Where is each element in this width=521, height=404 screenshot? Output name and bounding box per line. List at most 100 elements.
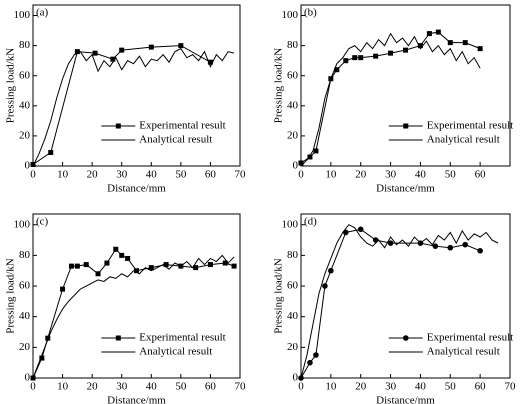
- x-axis-label: Distance/mm: [107, 395, 166, 404]
- data-point: [134, 268, 139, 274]
- data-point: [403, 47, 408, 53]
- y-tick-label: 60: [287, 69, 299, 81]
- y-tick-label: 20: [19, 341, 31, 353]
- series-line: [32, 248, 235, 379]
- x-axis-label: Distance/mm: [107, 183, 166, 195]
- data-point: [343, 58, 349, 64]
- y-tick-label: 40: [287, 310, 299, 322]
- legend-marker: [403, 123, 409, 129]
- plot-frame: [32, 4, 241, 167]
- x-tick-label: 10: [57, 169, 69, 181]
- y-tick-label: 60: [287, 280, 299, 292]
- y-tick-label: 40: [19, 99, 31, 111]
- legend-label: Analytical result: [139, 346, 212, 358]
- y-tick-label: 0: [293, 160, 299, 172]
- panel: 0 10 20 30 40 50 60 70 0 20 40 60 80 100 Distance/mm Pr…: [5, 4, 247, 195]
- data-point: [435, 29, 441, 35]
- series-line: [300, 224, 499, 379]
- data-point: [231, 263, 237, 269]
- x-tick-label: 50: [445, 381, 457, 393]
- data-point: [477, 247, 483, 254]
- y-tick-label: 0: [25, 372, 31, 384]
- y-tick-label: 80: [19, 39, 31, 51]
- data-point: [148, 44, 154, 50]
- data-point: [125, 255, 131, 261]
- data-point: [417, 43, 423, 49]
- y-tick-label: 60: [19, 280, 31, 292]
- x-tick-label: 30: [116, 169, 128, 181]
- panel-label: (a): [36, 7, 49, 19]
- x-tick-label: 0: [30, 381, 36, 393]
- x-tick-label: 50: [175, 381, 187, 393]
- data-point: [45, 335, 51, 341]
- data-point: [447, 40, 453, 46]
- y-tick-label: 100: [14, 9, 31, 21]
- x-tick-label: 10: [325, 381, 337, 393]
- legend-marker: [402, 335, 409, 341]
- x-tick-label: 30: [116, 381, 128, 393]
- x-tick-label: 60: [475, 169, 487, 181]
- data-point: [358, 55, 364, 61]
- y-tick-label: 80: [19, 249, 31, 261]
- plot-frame: [300, 213, 511, 379]
- panel-label: (b): [304, 7, 317, 19]
- x-axis-label: Distance/mm: [376, 395, 435, 404]
- data-point: [222, 260, 228, 266]
- y-tick-label: 20: [19, 129, 31, 141]
- x-tick-label: 70: [505, 381, 517, 393]
- data-point: [119, 252, 125, 258]
- panel: 0 10 20 30 40 50 60 70 0 20 40 60 80 100 Distance/mm Pr…: [5, 213, 247, 404]
- data-point: [48, 149, 54, 155]
- data-point: [30, 161, 36, 167]
- x-tick-label: 30: [385, 169, 397, 181]
- data-point: [328, 267, 334, 274]
- plot-frame: [32, 213, 241, 379]
- data-point: [92, 50, 98, 56]
- data-point: [119, 47, 125, 53]
- y-tick-label: 100: [282, 218, 299, 230]
- data-point: [178, 43, 184, 49]
- data-point: [432, 243, 439, 249]
- data-point: [113, 246, 119, 252]
- x-tick-label: 60: [205, 381, 217, 393]
- y-tick-label: 40: [19, 310, 31, 322]
- y-tick-label: 0: [25, 160, 31, 172]
- data-point: [207, 59, 213, 65]
- legend-marker: [115, 335, 121, 341]
- legend-label: Experimental result: [139, 120, 225, 132]
- x-tick-label: 10: [325, 169, 337, 181]
- x-tick-label: 60: [205, 169, 217, 181]
- data-point: [373, 53, 379, 59]
- data-point: [426, 31, 432, 37]
- x-tick-label: 70: [235, 169, 247, 181]
- x-tick-label: 50: [445, 169, 457, 181]
- y-axis-label: Pressing load/kN: [273, 258, 285, 334]
- legend-label: Experimental result: [139, 332, 225, 344]
- x-tick-label: 40: [146, 169, 158, 181]
- data-point: [372, 237, 379, 243]
- data-point: [313, 148, 319, 154]
- x-tick-label: 40: [146, 381, 158, 393]
- legend-label: Experimental result: [427, 120, 513, 132]
- x-tick-label: 0: [30, 169, 36, 181]
- data-point: [39, 355, 45, 361]
- data-point: [104, 260, 110, 266]
- x-tick-label: 40: [415, 381, 427, 393]
- legend-label: Analytical result: [427, 346, 500, 358]
- data-point: [447, 244, 454, 251]
- panel-label: (c): [36, 216, 49, 228]
- x-tick-label: 50: [175, 169, 187, 181]
- data-point: [462, 241, 469, 248]
- panel-label: (d): [304, 216, 317, 228]
- data-point: [352, 55, 358, 61]
- data-point: [193, 265, 199, 271]
- x-tick-label: 20: [355, 381, 367, 393]
- legend-label: Experimental result: [427, 332, 513, 344]
- data-point: [298, 160, 304, 166]
- x-tick-label: 70: [235, 381, 247, 393]
- y-axis-label: Pressing load/kN: [5, 48, 17, 124]
- data-point: [74, 263, 80, 269]
- y-tick-label: 80: [287, 39, 299, 51]
- data-point: [357, 226, 364, 233]
